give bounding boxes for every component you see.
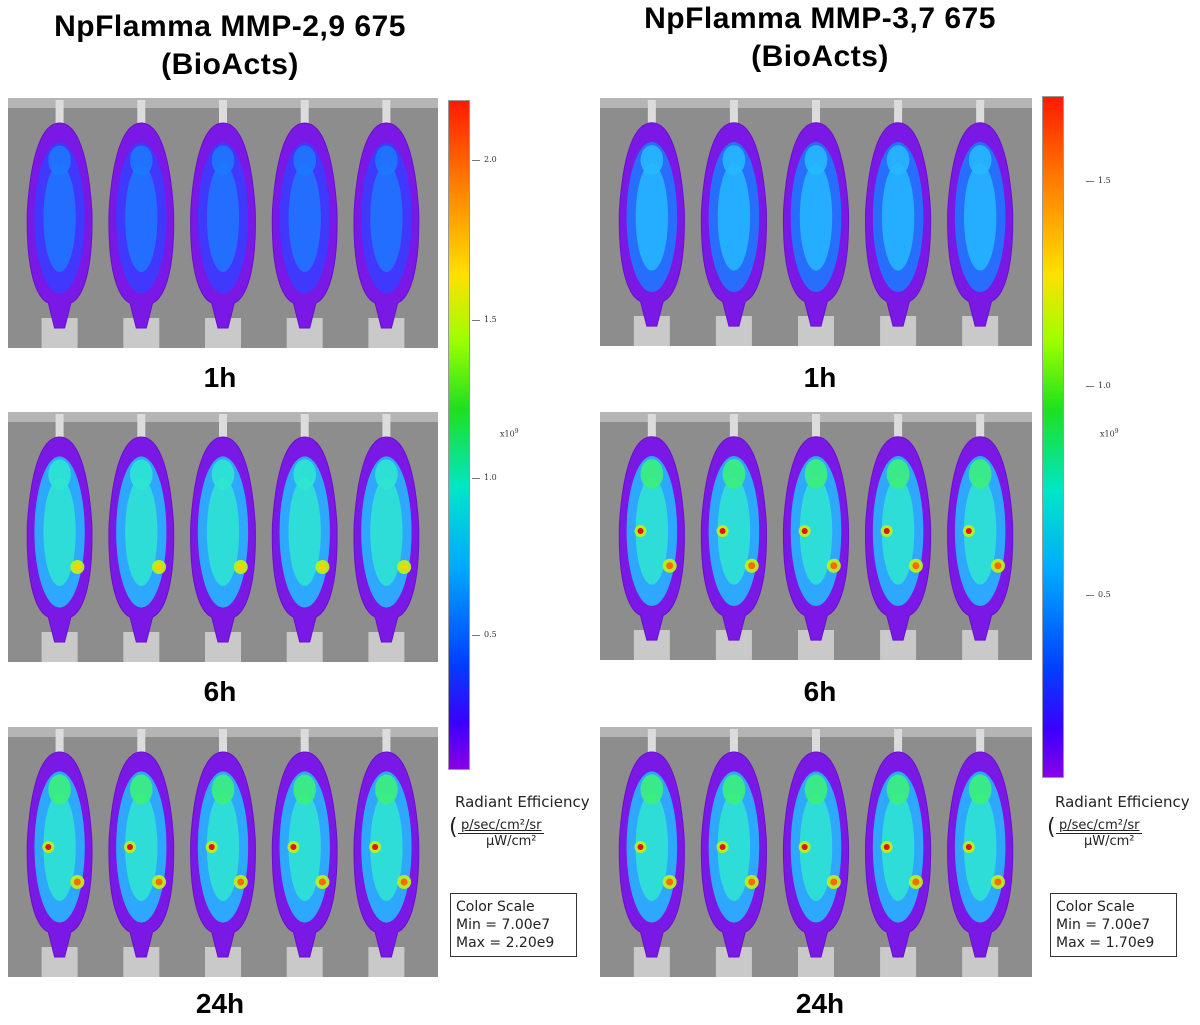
mouse [865,100,932,346]
unit-paren: ( [449,815,458,840]
image-6h [600,412,1032,660]
timepoint-label-6h: 6h [803,676,837,707]
color-scale-heading: Color Scale [1056,899,1135,915]
title-line-2: (BioActs) [161,48,299,81]
unit-numerator: p/sec/cm²/sr [1056,818,1143,834]
mouse [782,414,850,660]
mouse [353,100,420,348]
mouse [108,100,175,348]
mouse [618,100,685,346]
colorbar-multiplier: x109 [1100,428,1119,439]
mouse [353,414,420,662]
mouse [947,729,1014,977]
image-6h [8,412,438,662]
colorbar-multiplier: x109 [500,428,519,439]
mouse [700,729,767,977]
mouse [618,414,685,660]
panel-title: NpFlamma MMP-3,7 675 (BioActs) [600,0,1040,76]
timepoint-label-1h: 1h [203,362,237,393]
mouse [353,729,420,977]
timepoint-label-24h: 24h [795,988,845,1019]
mouse [782,729,850,977]
mouse [618,729,685,977]
radiant-efficiency-label: Radiant Efficiency [1055,793,1190,811]
mouse [865,414,932,660]
mouse [26,100,93,348]
mouse [865,729,932,977]
colorbar [448,100,470,770]
colorbar-tick: 1.5 [472,315,497,324]
panel-mmp-3-7: NpFlamma MMP-3,7 675 (BioActs) 1h 6h 24h… [590,0,1200,1025]
colorbar-tick: 0.5 [472,630,497,639]
mouse [190,729,256,977]
mouse [271,100,338,348]
title-line-2: (BioActs) [751,40,889,73]
mouse [190,414,256,662]
mouse [700,414,767,660]
title-line-1: NpFlamma MMP-2,9 675 [54,10,406,43]
image-24h [600,727,1032,977]
mouse [271,729,338,977]
image-1h [8,98,438,348]
timepoint-label-24h: 24h [195,988,245,1019]
timepoint-label-6h: 6h [203,676,237,707]
unit-paren: ( [1047,815,1056,840]
colorbar-tick: 1.0 [1086,381,1111,390]
image-24h [8,727,438,977]
title-line-1: NpFlamma MMP-3,7 675 [644,2,996,35]
color-scale-max: Max = 1.70e9 [1056,935,1155,951]
panel-mmp-2-9: NpFlamma MMP-2,9 675 (BioActs) 1h 6h 24h… [8,8,590,1019]
unit-numerator: p/sec/cm²/sr [458,818,545,834]
color-scale-box: Color Scale Min = 7.00e7 Max = 1.70e9 [1050,893,1177,957]
radiant-efficiency-unit: p/sec/cm²/sr μW/cm² [458,818,545,849]
colorbar-tick: 0.5 [1086,590,1111,599]
colorbar-tick: 2.0 [472,155,497,164]
mouse [108,729,175,977]
unit-denominator: μW/cm² [1083,834,1135,849]
mouse [108,414,175,662]
radiant-efficiency-unit: p/sec/cm²/sr μW/cm² [1056,818,1143,849]
mouse [271,414,338,662]
mouse [26,414,93,662]
colorbar-tick: 1.5 [1086,176,1111,185]
color-scale-min: Min = 7.00e7 [456,917,551,933]
color-scale-heading: Color Scale [456,899,535,915]
radiant-efficiency-label: Radiant Efficiency [455,793,590,811]
colorbar [1042,96,1064,778]
colorbar-tick: 1.0 [472,473,497,482]
image-1h [600,98,1032,346]
color-scale-min: Min = 7.00e7 [1056,917,1151,933]
mouse [947,414,1014,660]
mouse [700,100,767,346]
mouse [947,100,1014,346]
color-scale-max: Max = 2.20e9 [456,935,555,951]
color-scale-box: Color Scale Min = 7.00e7 Max = 2.20e9 [450,893,577,957]
panel-title: NpFlamma MMP-2,9 675 (BioActs) [10,8,450,84]
timepoint-label-1h: 1h [803,362,837,393]
mouse [782,100,850,346]
mouse [26,729,93,977]
unit-denominator: μW/cm² [485,834,537,849]
mouse [190,100,256,348]
